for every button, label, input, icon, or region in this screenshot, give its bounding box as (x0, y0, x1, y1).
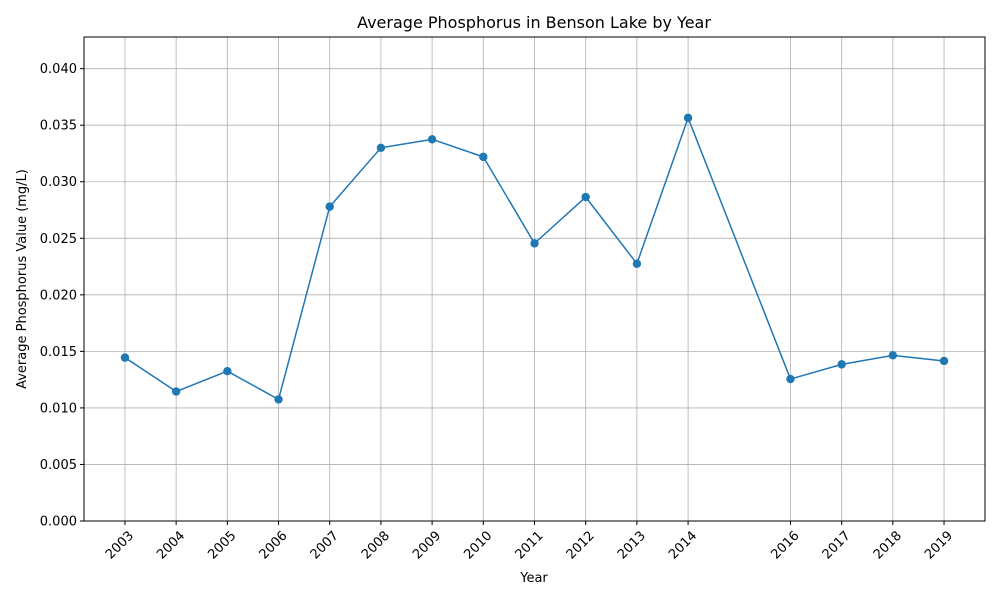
data-point (939, 356, 949, 366)
x-tick-label: 2017 (820, 528, 854, 562)
x-tick-label: 2004 (154, 528, 188, 562)
x-tick-label: 2006 (257, 528, 291, 562)
y-tick-label: 0.025 (40, 232, 77, 247)
x-tick-label: 2014 (666, 528, 700, 562)
x-axis-title: Year (519, 571, 548, 586)
series-line (124, 117, 945, 401)
y-tick-label: 0.020 (40, 288, 77, 303)
data-point (837, 360, 846, 369)
x-tick-label: 2013 (615, 528, 649, 562)
x-tick-label: 2011 (513, 528, 547, 562)
y-tick-label: 0.000 (40, 515, 77, 530)
data-point (581, 192, 590, 202)
x-tick-label: 2008 (359, 528, 393, 562)
x-tick-label: 2010 (461, 528, 495, 562)
y-tick-label: 0.030 (40, 175, 77, 190)
data-point (376, 143, 386, 153)
x-tick-label: 2016 (769, 528, 803, 562)
y-tick-label: 0.015 (40, 345, 77, 360)
data-point (479, 152, 488, 162)
y-axis: 0.000 0.005 0.010 0.015 0.020 0.025 0.030 0.035… (40, 62, 84, 530)
y-tick-label: 0.010 (40, 401, 77, 416)
x-tick-label: 2005 (205, 528, 239, 562)
data-point (632, 259, 642, 268)
y-tick-label: 0.040 (40, 62, 77, 77)
chart-title: Average Phosphorus in Benson Lake by Yea… (357, 13, 711, 32)
data-point (786, 374, 795, 384)
y-tick-label: 0.035 (40, 119, 77, 134)
data-point (120, 353, 130, 362)
data-point (530, 239, 539, 248)
x-tick-label: 2012 (564, 528, 598, 562)
y-axis-title: Average Phosphorus Value (mg/L) (15, 169, 30, 389)
data-point (223, 366, 232, 376)
data-point (888, 351, 898, 360)
data-series (120, 113, 949, 404)
data-point (274, 395, 283, 404)
x-tick-label: 2009 (410, 528, 444, 562)
grid-lines (84, 37, 985, 522)
data-point (325, 202, 334, 211)
x-axis: 2003 2004 2005 2006 2007 2008 2009 2010 2011 2012… (103, 521, 956, 562)
data-point (427, 135, 437, 144)
data-point (683, 113, 693, 123)
x-tick-label: 2003 (103, 528, 137, 562)
data-point (171, 387, 181, 396)
x-tick-label: 2018 (871, 528, 905, 562)
y-tick-label: 0.005 (40, 458, 77, 473)
x-tick-label: 2019 (922, 528, 956, 562)
x-tick-label: 2007 (308, 528, 342, 562)
